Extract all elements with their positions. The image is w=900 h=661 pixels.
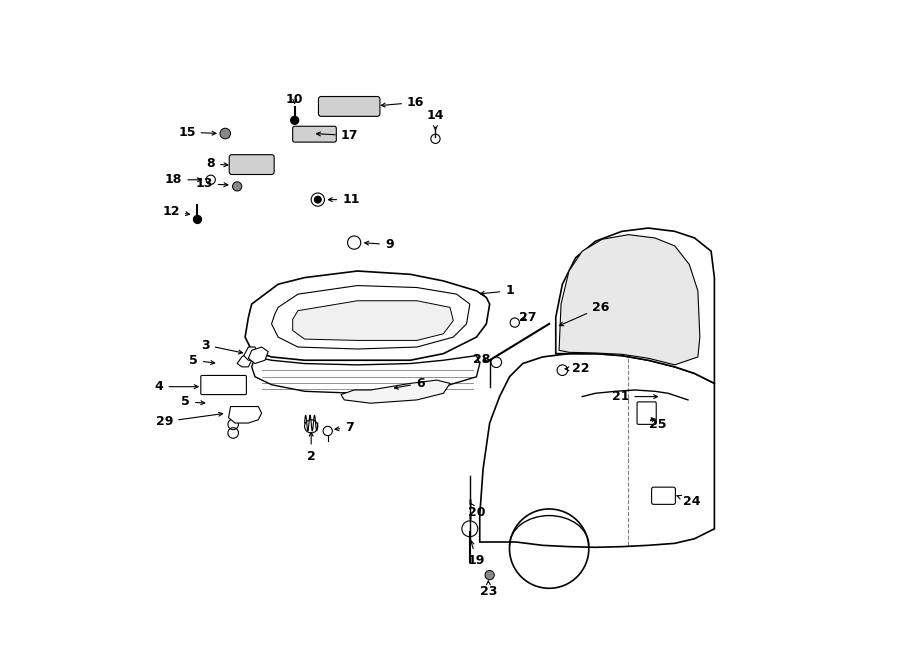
Circle shape: [194, 215, 202, 223]
Text: 11: 11: [328, 193, 360, 206]
Polygon shape: [480, 354, 715, 547]
FancyBboxPatch shape: [201, 375, 247, 395]
Polygon shape: [341, 380, 450, 403]
Text: 18: 18: [165, 173, 202, 186]
Polygon shape: [238, 350, 252, 367]
Text: 21: 21: [612, 390, 658, 403]
Polygon shape: [245, 271, 490, 360]
Circle shape: [314, 196, 321, 203]
Text: 14: 14: [427, 109, 445, 130]
Text: 16: 16: [382, 96, 424, 109]
FancyBboxPatch shape: [319, 97, 380, 116]
Text: 8: 8: [206, 157, 228, 171]
FancyBboxPatch shape: [637, 402, 656, 424]
Text: 5: 5: [181, 395, 204, 408]
Text: 24: 24: [677, 494, 700, 508]
Text: 17: 17: [317, 129, 358, 142]
FancyBboxPatch shape: [652, 487, 675, 504]
FancyBboxPatch shape: [292, 126, 337, 142]
Text: 13: 13: [195, 177, 228, 190]
FancyBboxPatch shape: [230, 155, 274, 175]
Text: 3: 3: [201, 338, 242, 354]
Text: 25: 25: [650, 418, 667, 431]
Polygon shape: [252, 356, 480, 393]
Circle shape: [232, 182, 242, 191]
Text: 28: 28: [473, 353, 491, 366]
Text: 5: 5: [189, 354, 215, 367]
Text: 1: 1: [481, 284, 514, 297]
Text: 2: 2: [307, 432, 316, 463]
Circle shape: [291, 116, 299, 124]
Text: 6: 6: [394, 377, 425, 390]
Circle shape: [220, 128, 230, 139]
Text: 22: 22: [565, 362, 590, 375]
Text: 20: 20: [468, 503, 485, 519]
Text: 7: 7: [335, 421, 354, 434]
Text: 29: 29: [156, 412, 222, 428]
Text: 12: 12: [162, 205, 190, 218]
Text: 9: 9: [364, 238, 393, 251]
Text: 26: 26: [560, 301, 609, 326]
Polygon shape: [292, 301, 454, 340]
Polygon shape: [272, 286, 470, 349]
Polygon shape: [248, 347, 268, 364]
Circle shape: [485, 570, 494, 580]
Text: 27: 27: [519, 311, 536, 324]
Text: 15: 15: [178, 126, 216, 139]
Polygon shape: [229, 407, 262, 423]
Text: 10: 10: [286, 93, 303, 106]
Polygon shape: [559, 235, 700, 365]
Text: 23: 23: [480, 581, 497, 598]
Polygon shape: [556, 228, 715, 383]
Text: 19: 19: [468, 541, 485, 567]
Text: 4: 4: [155, 380, 198, 393]
Polygon shape: [244, 347, 258, 360]
